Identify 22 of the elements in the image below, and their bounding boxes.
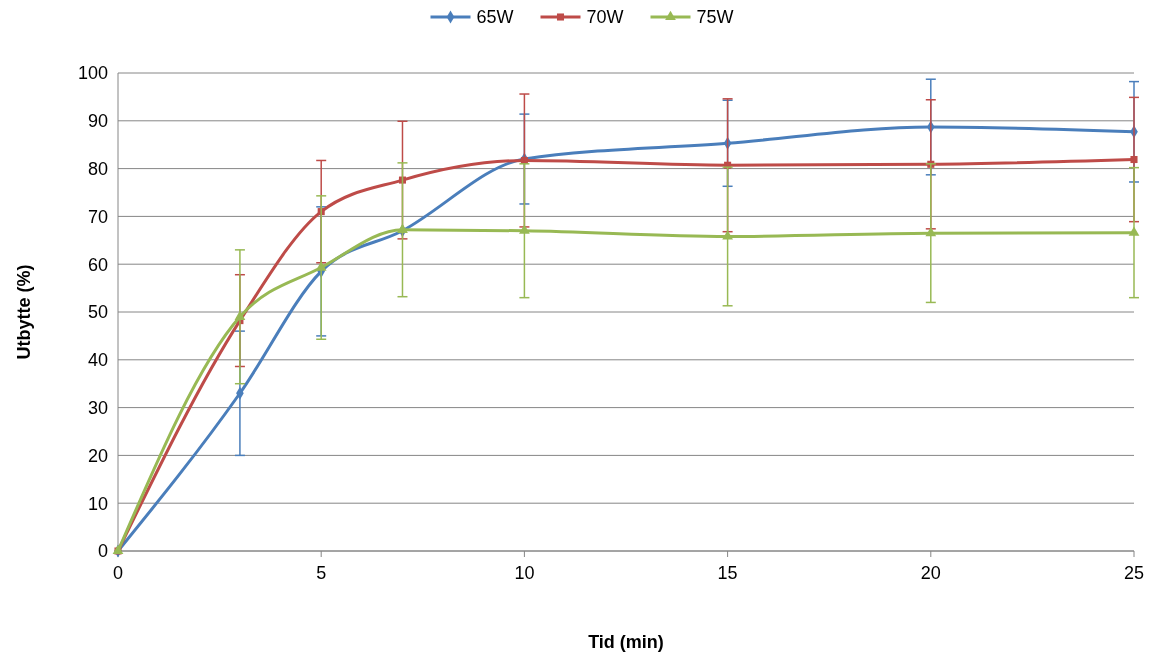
y-tick-label: 40 [87, 350, 108, 371]
y-tick-label: 10 [87, 493, 108, 514]
legend-label: 70W [586, 7, 624, 28]
y-tick-label: 50 [87, 302, 108, 323]
y-tick-label: 90 [87, 111, 108, 132]
legend-label: 65W [476, 7, 514, 28]
y-tick-label: 100 [77, 63, 108, 84]
y-tick-label: 20 [87, 445, 108, 466]
x-tick-label: 0 [112, 563, 124, 583]
y-tick-label: 0 [97, 541, 108, 562]
x-tick-label: 25 [1123, 563, 1145, 583]
x-tick-label: 15 [717, 563, 738, 583]
x-tick-label: 20 [920, 563, 941, 583]
y-tick-label: 60 [87, 254, 108, 275]
x-axis-title: Tid (min) [588, 632, 664, 652]
y-tick-label: 70 [87, 206, 108, 227]
x-tick-label: 5 [316, 563, 327, 583]
x-tick-label: 10 [514, 563, 535, 583]
y-tick-label: 80 [87, 158, 108, 179]
legend-label: 75W [696, 7, 734, 28]
y-axis-title: Utbytte (%) [14, 264, 34, 360]
y-tick-label: 30 [87, 397, 108, 418]
